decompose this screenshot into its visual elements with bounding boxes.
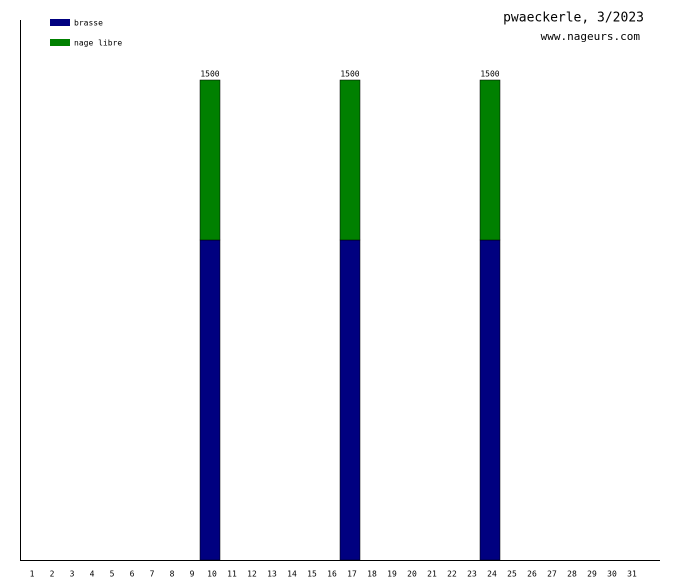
legend-label: brasse — [74, 19, 103, 28]
x-tick-label: 2 — [50, 570, 55, 579]
x-tick-label: 11 — [227, 570, 237, 579]
x-tick-label: 27 — [547, 570, 557, 579]
x-tick-label: 23 — [467, 570, 477, 579]
bar-segment — [479, 79, 501, 241]
x-tick-label: 4 — [90, 570, 95, 579]
chart-subtitle: www.nageurs.com — [541, 30, 641, 43]
bar-segment — [199, 239, 221, 561]
legend-swatch — [50, 39, 70, 46]
x-tick-label: 15 — [307, 570, 317, 579]
x-tick-label: 28 — [567, 570, 577, 579]
x-tick-label: 20 — [407, 570, 417, 579]
x-tick-label: 3 — [70, 570, 75, 579]
bar-segment — [199, 79, 221, 241]
x-tick-label: 21 — [427, 570, 437, 579]
x-tick-label: 30 — [607, 570, 617, 579]
x-tick-label: 7 — [150, 570, 155, 579]
x-tick-label: 9 — [190, 570, 195, 579]
legend-label: nage libre — [74, 39, 122, 48]
x-tick-label: 10 — [207, 570, 217, 579]
x-tick-label: 18 — [367, 570, 377, 579]
x-tick-label: 1 — [30, 570, 35, 579]
x-tick-label: 29 — [587, 570, 597, 579]
x-tick-label: 22 — [447, 570, 457, 579]
x-tick-label: 17 — [347, 570, 357, 579]
total-label: 1500 — [340, 70, 359, 79]
total-label: 1500 — [480, 70, 499, 79]
legend-swatch — [50, 19, 70, 26]
x-tick-label: 6 — [130, 570, 135, 579]
x-tick-label: 5 — [110, 570, 115, 579]
x-tick-label: 12 — [247, 570, 257, 579]
x-tick-label: 25 — [507, 570, 517, 579]
x-tick-label: 19 — [387, 570, 397, 579]
bar-segment — [479, 239, 501, 561]
x-tick-label: 16 — [327, 570, 337, 579]
bar-segment — [339, 239, 361, 561]
x-tick-label: 13 — [267, 570, 277, 579]
bar-segment — [339, 79, 361, 241]
x-tick-label: 14 — [287, 570, 297, 579]
chart-title: pwaeckerle, 3/2023 — [503, 11, 644, 26]
x-tick-label: 31 — [627, 570, 637, 579]
x-tick-label: 24 — [487, 570, 497, 579]
x-tick-label: 8 — [170, 570, 175, 579]
total-label: 1500 — [200, 70, 219, 79]
x-tick-label: 26 — [527, 570, 537, 579]
